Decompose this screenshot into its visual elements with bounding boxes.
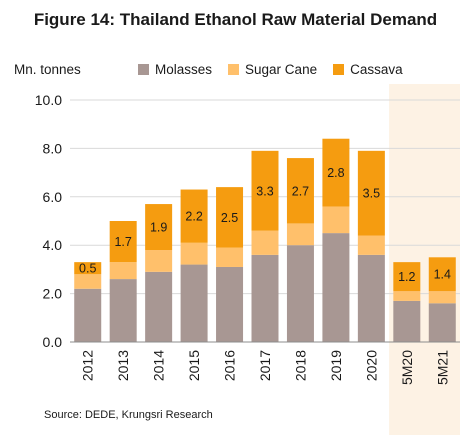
x-tick-label: 2019 [328,350,344,381]
bar-molasses [109,279,137,342]
legend-label: Sugar Cane [245,62,318,77]
legend-item: Cassava [333,62,403,77]
y-tick-label: 6.0 [43,189,63,205]
bar-molasses [322,233,350,342]
x-tick-label: 5M20 [399,350,415,385]
bar-cassava [109,221,137,263]
bar-sugar-cane [145,250,173,272]
bar-sugar-cane [357,235,385,255]
bar-sugar-cane [74,274,102,289]
data-label: 1.9 [150,221,167,235]
bar-cassava [428,257,456,292]
x-tick-label: 2017 [257,350,273,381]
bar-sugar-cane [428,291,456,304]
bar-sugar-cane [109,262,137,280]
bar-cassava [180,189,208,243]
x-tick-label: 2014 [151,350,167,381]
bar-molasses [286,245,314,342]
bar-cassava [74,262,102,275]
chart-legend: Molasses Sugar Cane Cassava [138,62,419,77]
y-tick-label: 10.0 [35,92,62,108]
legend-item: Sugar Cane [228,62,317,77]
bar-cassava [145,204,173,251]
bar-molasses [74,288,102,342]
x-tick-label: 2013 [115,350,131,381]
data-label: 1.2 [398,270,415,284]
legend-item: Molasses [138,62,212,77]
bar-molasses [393,300,421,342]
bar-sugar-cane [393,291,421,301]
y-unit-label: Mn. tonnes [14,62,81,77]
bar-molasses [180,264,208,342]
bar-cassava [322,138,350,207]
x-tick-label: 5M21 [434,350,450,385]
data-label: 2.7 [292,184,309,198]
source-note: Source: DEDE, Krungsri Research [44,409,213,421]
bar-molasses [145,271,173,342]
x-tick-label: 2020 [363,350,379,381]
bar-sugar-cane [251,230,279,255]
y-tick-label: 4.0 [43,237,63,253]
bar-sugar-cane [216,247,244,267]
data-label: 2.2 [185,210,202,224]
bar-cassava [216,187,244,248]
bar-cassava [251,150,279,231]
chart-title: Figure 14: Thailand Ethanol Raw Material… [33,10,438,29]
data-label: 3.3 [256,184,273,198]
bar-sugar-cane [286,223,314,246]
x-tick-label: 2015 [186,350,202,381]
data-label: 3.5 [363,187,380,201]
x-tick-label: 2016 [222,350,238,381]
bar-molasses [357,254,385,342]
legend-swatch [333,64,345,75]
bar-sugar-cane [180,242,208,265]
bar-cassava [393,262,421,292]
bar-molasses [428,303,456,342]
bar-sugar-cane [322,206,350,234]
bar-molasses [216,266,244,342]
x-tick-label: 2018 [292,350,308,381]
data-label: 1.7 [114,235,131,249]
data-label: 0.5 [79,262,96,276]
legend-swatch [138,64,149,75]
bar-molasses [251,254,279,342]
y-tick-label: 8.0 [43,140,63,156]
y-tick-label: 2.0 [43,286,63,302]
y-tick-label: 0.0 [43,334,63,350]
legend-swatch [228,64,240,75]
bar-cassava [286,158,314,224]
bar-cassava [357,150,385,236]
legend-label: Cassava [350,62,403,77]
x-tick-label: 2012 [80,350,96,381]
legend-label: Molasses [155,62,213,77]
data-label: 1.4 [434,268,451,282]
data-label: 2.5 [221,211,238,225]
data-label: 2.8 [327,166,344,180]
